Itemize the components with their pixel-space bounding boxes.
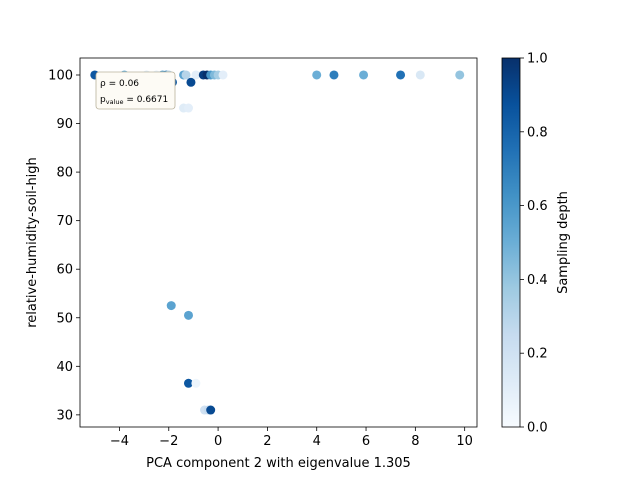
colorbar-tick-label: 0.6	[527, 199, 548, 214]
data-point	[183, 103, 193, 113]
data-point	[191, 70, 201, 80]
data-point	[181, 70, 191, 80]
colorbar-ticks: 0.0 0.2 0.4 0.6 0.8 1.0	[520, 52, 548, 436]
y-tick-label: 60	[56, 263, 73, 278]
y-tick-label: 50	[56, 311, 73, 326]
p-symbol: p	[100, 95, 106, 105]
plot-frame	[79, 57, 478, 428]
x-axis: −4 −2 0 2 4 6 8 10	[110, 427, 473, 449]
data-point	[415, 70, 425, 80]
x-tick-label: −2	[159, 434, 178, 449]
colorbar	[501, 57, 521, 428]
colorbar-tick-label: 0.4	[527, 273, 548, 288]
data-point	[186, 77, 196, 87]
p-value-label: pvalue = 0.6671	[100, 95, 168, 106]
x-axis-label: PCA component 2 with eigenvalue 1.305	[146, 456, 411, 471]
x-tick-label: 10	[456, 434, 473, 449]
y-tick-label: 80	[56, 166, 73, 181]
x-tick-label: 2	[263, 434, 271, 449]
x-tick-label: 4	[313, 434, 321, 449]
colorbar-tick-label: 0.0	[527, 421, 548, 436]
data-point	[329, 70, 339, 80]
data-point	[312, 70, 322, 80]
data-point	[183, 378, 193, 388]
stats-annotation: ρ = 0.06 pvalue = 0.6671	[95, 71, 176, 110]
colorbar-label: Sampling depth	[556, 191, 571, 294]
x-tick-label: −4	[110, 434, 129, 449]
y-tick-label: 40	[56, 360, 73, 375]
rho-label: ρ = 0.06	[100, 79, 139, 89]
x-tick-label: 6	[362, 434, 370, 449]
data-point	[396, 70, 406, 80]
y-tick-label: 90	[56, 117, 73, 132]
x-tick-label: 8	[411, 434, 419, 449]
data-point	[166, 301, 176, 311]
data-point	[183, 310, 193, 320]
colorbar-tick-label: 0.8	[527, 125, 548, 140]
y-axis-label: relative-humidity-soil-high	[25, 157, 40, 328]
data-point	[218, 70, 228, 80]
colorbar-tick-label: 0.2	[527, 347, 548, 362]
y-tick-label: 70	[56, 214, 73, 229]
data-point	[191, 378, 201, 388]
y-tick-label: 100	[48, 68, 73, 83]
data-point	[359, 70, 369, 80]
p-subscript: value	[106, 98, 124, 106]
stats-box	[95, 71, 176, 110]
p-value: = 0.6671	[123, 95, 168, 105]
x-tick-label: 0	[214, 434, 222, 449]
data-point	[455, 70, 465, 80]
colorbar-tick-label: 1.0	[527, 52, 548, 67]
y-axis: 30 40 50 60 70 80 90 100	[48, 68, 80, 423]
plot-area	[80, 58, 477, 427]
y-tick-label: 30	[56, 408, 73, 423]
data-point	[206, 405, 216, 415]
